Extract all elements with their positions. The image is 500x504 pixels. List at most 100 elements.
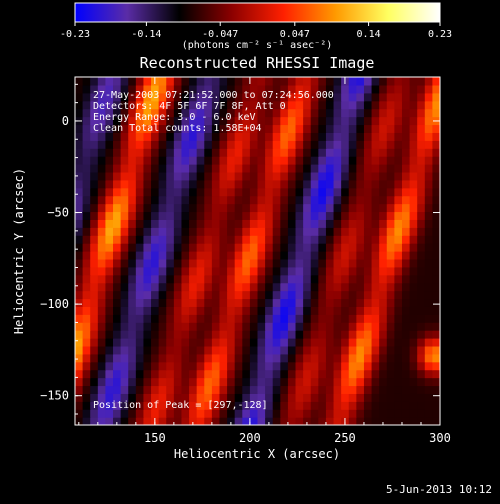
heatmap-cell [234, 195, 243, 205]
heatmap-cell [249, 171, 259, 181]
heatmap-cell [135, 243, 145, 252]
heatmap-cell [348, 385, 357, 394]
heatmap-cell [318, 77, 327, 86]
heatmap-cell [401, 282, 411, 292]
heatmap-cell [90, 171, 99, 181]
heatmap-cell [249, 377, 259, 387]
heatmap-cell [295, 108, 304, 118]
heatmap-cell [97, 179, 107, 189]
heatmap-cell [196, 314, 205, 323]
heatmap-cell [363, 369, 373, 379]
heatmap-cell [173, 156, 183, 165]
heatmap-cell [219, 219, 228, 228]
heatmap-cell [432, 330, 440, 339]
heatmap-cell [272, 227, 281, 236]
heatmap-cell [287, 164, 297, 173]
heatmap-cell [363, 235, 373, 244]
heatmap-cell [303, 409, 312, 418]
heatmap-cell [394, 369, 403, 379]
heatmap-cell [394, 235, 403, 244]
heatmap-cell [113, 124, 122, 133]
heatmap-cell [386, 211, 395, 220]
heatmap-cell [204, 235, 213, 244]
heatmap-cell [196, 84, 205, 94]
heatmap-cell [227, 369, 236, 379]
heatmap-cell [318, 195, 327, 205]
heatmap-cell [424, 409, 433, 418]
heatmap-cell [417, 84, 426, 94]
heatmap-cell [120, 338, 129, 347]
heatmap-cell [189, 156, 198, 165]
heatmap-cell [234, 219, 243, 228]
heatmap-cell [371, 314, 380, 323]
heatmap-cell [189, 306, 198, 315]
heatmap-cell [417, 401, 426, 410]
heatmap-cell [287, 266, 297, 276]
heatmap-cell [432, 290, 440, 300]
heatmap-cell [363, 211, 373, 220]
heatmap-cell [325, 179, 335, 189]
heatmap-cell [356, 203, 365, 213]
heatmap-cell [417, 77, 426, 86]
heatmap-cell [310, 243, 319, 252]
heatmap-cell [135, 100, 145, 110]
heatmap-cell [120, 353, 129, 363]
heatmap-cell [287, 84, 297, 94]
heatmap-cell [265, 361, 274, 371]
heatmap-cell [287, 258, 297, 268]
heatmap-cell [303, 108, 312, 118]
heatmap-cell [189, 282, 198, 292]
heatmap-cell [363, 132, 373, 141]
heatmap-cell [379, 401, 388, 410]
heatmap-cell [303, 369, 312, 379]
heatmap-cell [257, 298, 266, 307]
heatmap-cell [173, 290, 183, 300]
heatmap-cell [166, 393, 175, 402]
heatmap-cell [409, 377, 418, 387]
heatmap-cell [219, 314, 228, 323]
heatmap-cell [356, 417, 365, 425]
heatmap-cell [310, 132, 319, 141]
heatmap-cell [166, 377, 175, 387]
heatmap-cell [120, 84, 129, 94]
heatmap-cell [189, 330, 198, 339]
heatmap-cell [75, 235, 84, 244]
heatmap-cell [105, 251, 114, 260]
heatmap-cell [417, 290, 426, 300]
heatmap-cell [227, 227, 236, 236]
heatmap-cell [401, 100, 411, 110]
heatmap-cell [424, 243, 433, 252]
heatmap-cell [265, 274, 274, 284]
heatmap-cell [341, 258, 350, 268]
heatmap-cell [113, 377, 122, 387]
heatmap-cell [242, 77, 251, 86]
heatmap-cell [143, 393, 152, 402]
heatmap-cell [287, 369, 297, 379]
heatmap-cell [310, 266, 319, 276]
heatmap-cell [234, 77, 243, 86]
heatmap-cell [249, 385, 259, 394]
heatmap-cell [310, 353, 319, 363]
heatmap-cell [249, 219, 259, 228]
heatmap-cell [295, 353, 304, 363]
heatmap-cell [424, 179, 433, 189]
heatmap-cell [90, 361, 99, 371]
heatmap-cell [211, 377, 221, 387]
heatmap-cell [310, 92, 319, 102]
heatmap-cell [310, 330, 319, 339]
heatmap-cell [371, 290, 380, 300]
heatmap-cell [265, 282, 274, 292]
heatmap-cell [310, 417, 319, 425]
heatmap-cell [227, 219, 236, 228]
heatmap-cell [151, 306, 160, 315]
heatmap-cell [333, 353, 342, 363]
heatmap-cell [424, 219, 433, 228]
heatmap-cell [196, 417, 205, 425]
heatmap-cell [257, 322, 266, 331]
heatmap-cell [90, 211, 99, 220]
heatmap-cell [265, 314, 274, 323]
heatmap-cell [417, 258, 426, 268]
heatmap-cell [280, 84, 289, 94]
heatmap-cell [181, 77, 190, 86]
